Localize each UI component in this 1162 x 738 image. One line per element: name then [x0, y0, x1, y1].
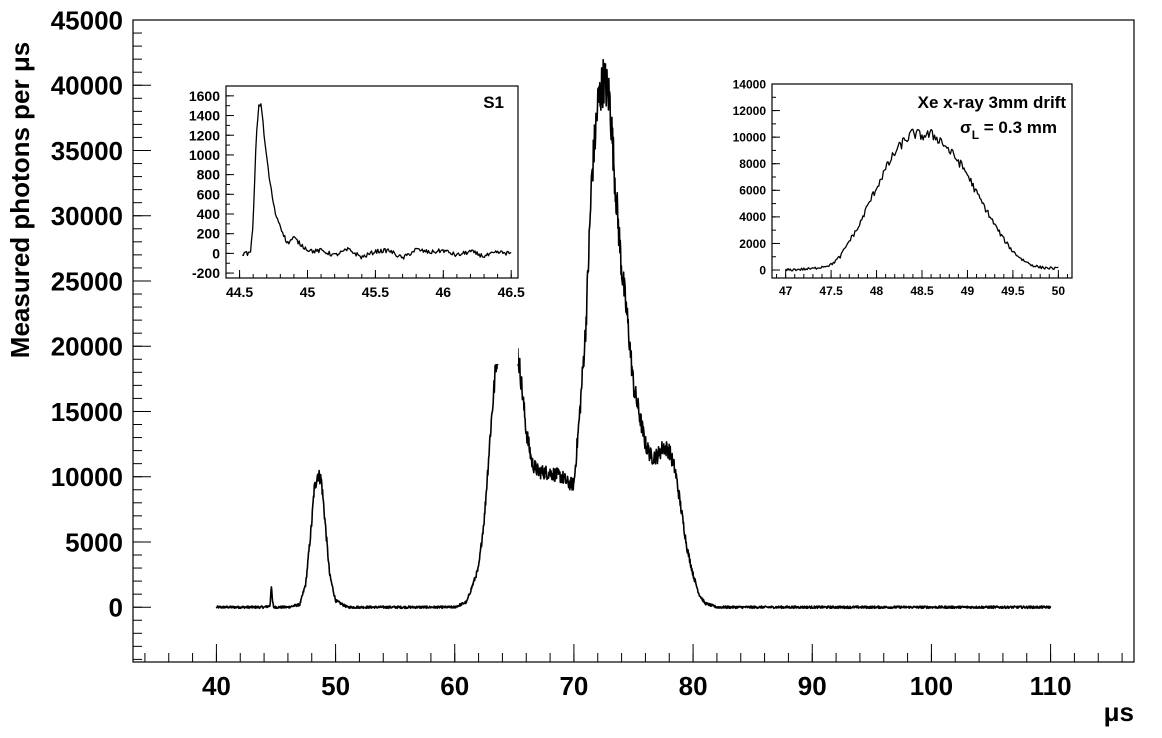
y-tick-label: 45000 [51, 5, 123, 35]
y-tick-label: 2000 [739, 237, 766, 251]
inset-xray-subtitle: σL = 0.3 mm [960, 118, 1057, 142]
x-tick-label: 70 [559, 671, 588, 701]
main-plot-frame [132, 19, 1135, 663]
y-tick-label: 1600 [189, 88, 220, 104]
main-axis-ticks [133, 19, 1123, 662]
x-tick-label: 46 [436, 284, 452, 300]
y-tick-label: 14000 [733, 77, 767, 91]
x-tick-label: 47 [779, 284, 793, 298]
inset-s1-title: S1 [483, 93, 504, 112]
x-tick-label: 40 [202, 671, 231, 701]
x-tick-label: 60 [440, 671, 469, 701]
y-tick-label: 600 [197, 186, 221, 202]
sigma-value: = 0.3 mm [979, 118, 1057, 137]
main-y-tick-labels: 0 5000 10000 15000 20000 25000 30000 35000 40000… [51, 5, 123, 622]
y-tick-label: 6000 [739, 184, 766, 198]
inset-xray-series-line [785, 128, 1059, 272]
y-axis-label: Measured photons per μs [5, 42, 35, 358]
x-tick-label: 47.5 [819, 284, 843, 298]
x-tick-label: 46.5 [498, 284, 525, 300]
y-tick-label: 30000 [51, 201, 123, 231]
y-tick-label: 8000 [739, 157, 766, 171]
y-tick-label: 0 [759, 263, 766, 277]
inset-s1-axis-ticks [225, 85, 512, 278]
y-tick-label: 35000 [51, 136, 123, 166]
y-tick-label: 10000 [733, 130, 767, 144]
x-axis-label: μs [1104, 697, 1134, 727]
inset-s1-background [226, 86, 518, 364]
y-tick-label: 0 [212, 245, 220, 261]
y-tick-label: 15000 [51, 397, 123, 427]
y-tick-label: 4000 [739, 210, 766, 224]
x-tick-label: 49 [961, 284, 975, 298]
inset-xray-background [772, 84, 1072, 278]
sigma-symbol: σ [960, 118, 972, 137]
y-tick-label: 1200 [189, 127, 220, 143]
inset-xray-y-tick-labels: 0 2000 4000 6000 8000 10000 12000 14000 [733, 77, 767, 277]
inset-s1-frame [225, 85, 519, 279]
inset-xray-x-tick-labels: 47 47.5 48 48.5 49 49.5 50 [779, 284, 1065, 298]
x-tick-label: 48 [870, 284, 884, 298]
x-tick-label: 48.5 [910, 284, 934, 298]
y-tick-label: 800 [197, 167, 221, 183]
x-tick-label: 50 [321, 671, 350, 701]
main-x-tick-labels: 40 50 60 70 80 90 100 110 [202, 671, 1072, 701]
x-tick-label: 90 [798, 671, 827, 701]
y-tick-label: 10000 [51, 462, 123, 492]
inset-xray-axis-ticks [772, 83, 1068, 278]
x-tick-label: 45 [300, 284, 316, 300]
x-tick-label: 49.5 [1001, 284, 1025, 298]
main-series-line [215, 58, 1052, 610]
x-tick-label: 110 [1030, 671, 1072, 701]
inset-s1-x-tick-labels: 44.5 45 45.5 46 46.5 [226, 284, 525, 300]
y-tick-label: 25000 [51, 266, 123, 296]
inset-s1-y-tick-labels: -200 0 200 400 600 800 1000 1200 1400 1600 [189, 88, 220, 281]
y-tick-label: 40000 [51, 71, 123, 101]
y-tick-label: -200 [192, 265, 220, 281]
sigma-subscript: L [972, 128, 979, 142]
x-tick-label: 44.5 [226, 284, 253, 300]
x-tick-label: 100 [910, 671, 953, 701]
inset-s1-series-line [242, 103, 512, 260]
x-tick-label: 80 [679, 671, 708, 701]
y-tick-label: 20000 [51, 332, 123, 362]
y-tick-label: 12000 [733, 104, 767, 118]
y-tick-label: 0 [109, 593, 123, 623]
x-tick-label: 45.5 [362, 284, 389, 300]
y-tick-label: 1000 [189, 147, 220, 163]
y-tick-label: 400 [197, 206, 221, 222]
y-tick-label: 5000 [65, 527, 123, 557]
y-tick-label: 1400 [189, 108, 220, 124]
inset-xray-title: Xe x-ray 3mm drift [918, 93, 1067, 112]
y-tick-label: 200 [197, 226, 221, 242]
x-tick-label: 50 [1052, 284, 1066, 298]
